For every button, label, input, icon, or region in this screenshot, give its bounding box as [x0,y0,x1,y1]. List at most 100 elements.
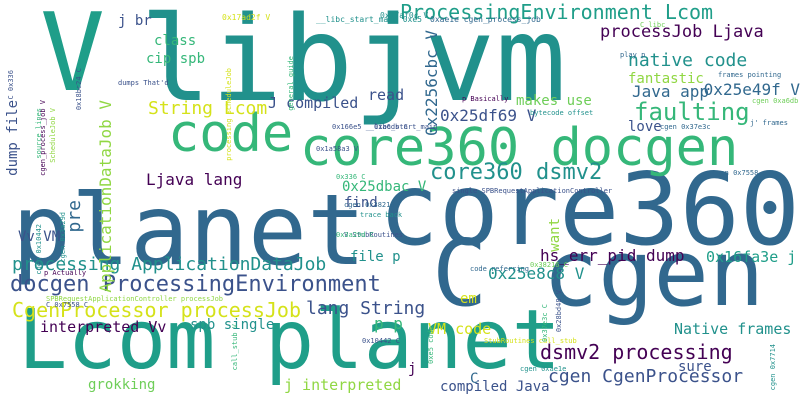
word-class: class [154,33,197,49]
word-java-app: Java app [632,82,710,101]
word-ljava-lang: Ljava lang [146,170,243,189]
word-0x25dbac-v: 0x25dbac V [342,179,427,195]
word-c-0x336: C 0x336 [7,70,15,100]
word-makes-use: makes use [516,93,592,109]
word-schedulejob-v: ScheduleJob V [49,108,57,163]
word-dumps-thatd: dumps That'd [118,79,169,87]
word-general-guide: general guide [287,56,295,111]
word-0xae1e-cgen-process-job: 0xae1e cgen_process_job [430,15,541,24]
word-0x25e49f-v: 0x25e49f V [703,80,800,99]
word-native-code: native code [628,50,748,71]
word-grokking: grokking [88,377,156,393]
word-source-lines: source lines [35,108,43,159]
word-play-p: play p [620,51,646,59]
word-fantastic: fantastic [628,71,704,87]
word-j-compiled: J compiled [268,94,359,112]
word-p-p: p p [374,314,403,333]
word-string-lcom: String Lcom [148,98,268,119]
word-0x37e3c-c: 0x37e3c C [541,304,549,342]
word-docgen-processingenvironment: docgen ProcessingEnvironment [10,272,381,297]
word-love: love [628,119,662,135]
word-processing-schedulejob: processing ScheduleJob [225,68,233,161]
word-j-interpreted: j interpreted [284,376,402,394]
word-v-stubroutines: V StubRoutines [344,231,404,239]
word-0x3a29d-c: 0x3a29d C [336,231,374,239]
word-0x17ad2f-v: 0x17ad2f V [222,13,271,22]
word-c-cgen: C cgen [432,220,765,327]
word-0x17af0c-v: 0x17af0c V [380,11,429,20]
word-want: want [547,218,563,252]
word-v: V [40,0,106,116]
word-vm-code: VM code [428,320,492,338]
word-dsmv2-processing: dsmv2 processing [540,340,733,364]
word-p-actually: p Actually [44,269,87,277]
word-0x25df69-v: 0x25df69 V [440,106,537,125]
word-0x25e8c8-v: 0x25e8c8 V [488,264,585,283]
word-bytecode-offset: bytecode offset [530,109,594,117]
word-cgen-0x10442: cgen 0x10442 [35,224,43,275]
word-core360-docgen: core360 docgen [300,118,739,178]
word-j: j [408,361,417,377]
word-single-spbrequestapplicationcontroller: single SPBRequestApplicationController [452,187,613,195]
word-c-libc: C libc [640,21,666,29]
word-lcom-planet: Lcom planet [18,293,562,388]
word-vv-vm: Vv VM [18,229,61,245]
word-lang-string: lang String [306,298,426,319]
word-libc-start-main-0xe5: __libc_start_main 0xe5 [316,15,422,24]
word-sure: sure [678,359,712,375]
word-stubroutines-call-stub: StubRoutines call_stub [484,337,577,345]
word-read: read [368,86,405,104]
word-0xa6db-c: 0xa6db C [374,123,408,131]
word-frames-pointing: frames pointing [718,71,782,79]
word-cgenprocessor-processjob: CgenProcessor processJob [12,298,301,322]
word-code-referring: code referring [470,265,530,273]
word-hs-err-pid-dump: hs_err_pid dump [540,246,685,265]
word-processingenvironment-lcom: ProcessingEnvironment Lcom [400,0,714,24]
word-j-br: j br [118,13,152,29]
word-libjvm: libjvm [140,0,567,128]
word-0x10442-c: 0x10442 C [362,337,400,345]
word-cgen-0x38216: cgen 0x38216 [344,201,395,209]
word-interpreted-vv: interpreted Vv [40,318,167,336]
word-planet: planet [12,174,367,288]
word-j-frames: j' frames [750,119,788,127]
word-cgen-0x7558: cgen 0x7558 [712,169,759,177]
word-c: C [470,371,479,387]
word-pre: pre [64,200,85,233]
word-p-basically: p Basically [462,95,509,103]
word-processjob-ljava: processJob Ljava [600,22,764,42]
word-0x2256cbc-v: 0x2256cbc V [422,30,441,136]
word-0xe5-code: 0xe5 code [427,326,435,364]
word-cip-spb: cip spb [146,51,206,67]
word-c-0x7558-c: C 0x7558 C [46,301,89,309]
word-code: code [168,104,294,164]
word-cgen-cgenprocessor: cgen CgenProcessor [548,366,744,387]
word-0x336-c: 0x336 C [336,173,366,181]
word-cgen-0x7714: cgen 0x7714 [769,344,777,391]
word-faulting: faulting [634,98,750,126]
word-0x28bd48-v: 0x28bd48 V [555,290,563,333]
word-0x16fa3e-j: 0x16fa3e j [706,248,797,266]
word-compiled-java: compiled Java [440,379,550,395]
word-0x166e5-libc-start-main: 0x166e5 __libc_start_main [332,123,438,131]
word-0x18bc24-c: 0x18bc24 C [75,68,83,111]
word-dump-file: dump file [5,100,21,176]
word-cgen-0x3a29d: cgen 0x3a29d [59,212,67,263]
word-trace-back: trace back [360,211,403,219]
word-native-frames: Native frames [674,320,792,338]
word-core360-dsmv2: core360 dsmv2 [430,160,603,185]
word-0x38216-c: 0x38216 C [530,261,568,269]
word-file-p: file p [350,249,401,265]
word-applicationdatajob-v: ApplicationDataJob V [96,100,115,293]
word-core360: core360 [378,151,800,268]
word-cgen-0xae1e: cgen 0xae1e [520,365,567,373]
word-em: em [460,291,477,307]
word-cgen-0xa6db: cgen 0xa6db [752,97,799,105]
word-processing-applicationdatajob: processing ApplicationDataJob [12,254,327,275]
word-spbrequestapplicationcontroller-processjob: SPBRequestApplicationController processJ… [46,295,224,303]
word-spb-single: spb single [190,317,275,333]
word-call-stub-v: call_stub V [231,324,239,371]
word-0x1a58a3-v: 0x1a58a3 V [316,145,359,153]
word-cgen-0x37e3c: cgen 0x37e3c [660,123,711,131]
